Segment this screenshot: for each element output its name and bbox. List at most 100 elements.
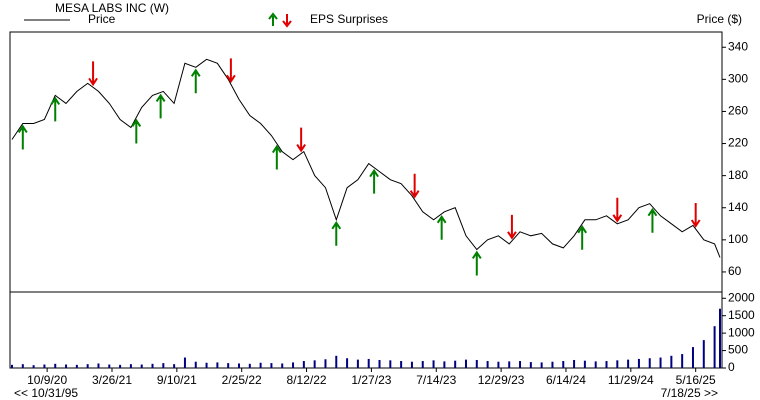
volume-bar — [648, 358, 651, 368]
volume-bar — [151, 363, 154, 368]
volume-bar — [421, 361, 424, 368]
volume-bar — [605, 361, 608, 368]
eps-arrow — [436, 214, 447, 240]
y-tick-label: 140 — [728, 200, 748, 214]
eps-arrow — [271, 144, 282, 170]
volume-bar — [702, 340, 705, 368]
volume-bar — [583, 360, 586, 368]
eps-arrow — [88, 61, 98, 87]
nav-start[interactable]: << 10/31/95 — [14, 386, 78, 400]
volume-bar — [97, 363, 100, 368]
volume-bar — [140, 364, 143, 368]
volume-bar — [75, 364, 78, 368]
y-tick-label: 180 — [728, 168, 748, 182]
volume-bar — [410, 361, 413, 368]
volume-bar — [529, 362, 532, 368]
volume-bar — [616, 360, 619, 368]
volume-bar — [54, 363, 57, 368]
volume-bar — [227, 363, 230, 368]
y-tick-label: 260 — [728, 104, 748, 118]
x-tick-label: 8/12/22 — [287, 373, 327, 387]
volume-bar — [637, 358, 640, 368]
eps-arrow — [296, 127, 306, 153]
x-tick-label: 7/14/23 — [416, 373, 456, 387]
volume-bar — [335, 355, 338, 368]
volume-bar — [389, 360, 392, 368]
volume-bar — [65, 364, 68, 368]
y-tick-label: 220 — [728, 136, 748, 150]
x-tick-label: 11/29/24 — [608, 373, 654, 387]
volume-bar — [108, 364, 111, 368]
volume-bar — [443, 361, 446, 368]
volume-bar — [281, 363, 284, 368]
volume-bar — [162, 363, 165, 368]
volume-bar — [129, 364, 132, 368]
volume-bar — [86, 364, 89, 368]
eps-arrow — [369, 168, 379, 194]
x-tick-label: 3/26/21 — [92, 373, 132, 387]
x-tick-label: 5/16/25 — [676, 373, 716, 387]
legend-label: Price — [88, 12, 116, 26]
volume-bar — [497, 361, 500, 368]
y-tick-label: 340 — [728, 39, 748, 53]
volume-bar — [432, 360, 435, 368]
volume-bar — [594, 361, 597, 368]
volume-bar — [216, 362, 219, 368]
eps-arrow — [131, 118, 142, 144]
x-tick-label: 1/27/23 — [351, 373, 391, 387]
eps-arrow — [577, 224, 588, 250]
eps-arrow — [50, 96, 61, 122]
x-tick-label: 9/10/21 — [157, 373, 197, 387]
y-tick-label: 300 — [728, 72, 748, 86]
eps-arrow — [190, 68, 201, 94]
volume-bar — [659, 357, 662, 368]
volume-bar — [486, 361, 489, 368]
volume-bar — [367, 358, 370, 368]
eps-arrow — [507, 214, 517, 240]
volume-bar — [551, 361, 554, 368]
volume-tick-label: 1500 — [728, 308, 755, 322]
eps-arrow — [226, 58, 236, 84]
eps-arrow — [690, 203, 701, 228]
volume-bar — [194, 361, 197, 368]
volume-bar — [302, 361, 305, 368]
volume-bar — [313, 360, 316, 368]
volume-bar — [205, 362, 208, 368]
volume-bar — [237, 363, 240, 368]
legend-eps-up — [268, 12, 278, 26]
nav-end[interactable]: 7/18/25 >> — [661, 386, 718, 400]
volume-bar — [21, 364, 24, 368]
volume-tick-label: 1000 — [728, 325, 755, 339]
volume-bar — [464, 359, 467, 368]
y-tick-label: 100 — [728, 232, 748, 246]
volume-tick-label: 2000 — [728, 290, 755, 304]
chart-title: MESA LABS INC (W) — [55, 1, 169, 15]
x-tick-label: 12/29/23 — [478, 373, 525, 387]
eps-arrow — [612, 197, 623, 223]
volume-bar — [508, 361, 511, 368]
volume-bar — [270, 363, 273, 368]
eps-arrow — [647, 207, 658, 233]
y-tick-label: 60 — [728, 264, 742, 278]
volume-bar — [119, 364, 122, 368]
legend-eps-down — [282, 14, 292, 28]
volume-bar — [573, 359, 576, 368]
volume-bar — [454, 360, 457, 368]
x-tick-label: 6/14/24 — [546, 373, 586, 387]
volume-bar — [173, 364, 176, 368]
volume-bar — [562, 361, 565, 368]
volume-bar — [183, 357, 186, 368]
plot-frame — [9, 31, 723, 369]
volume-bar — [356, 359, 359, 368]
volume-bar — [378, 359, 381, 368]
volume-bar — [627, 359, 630, 368]
volume-bar — [43, 364, 46, 368]
eps-legend-label: EPS Surprises — [310, 12, 388, 26]
volume-bar — [691, 347, 694, 368]
volume-bar — [475, 359, 478, 368]
volume-bar — [540, 362, 543, 368]
volume-bar — [681, 354, 684, 368]
volume-tick-label: 500 — [728, 343, 748, 357]
volume-bar — [259, 362, 262, 368]
